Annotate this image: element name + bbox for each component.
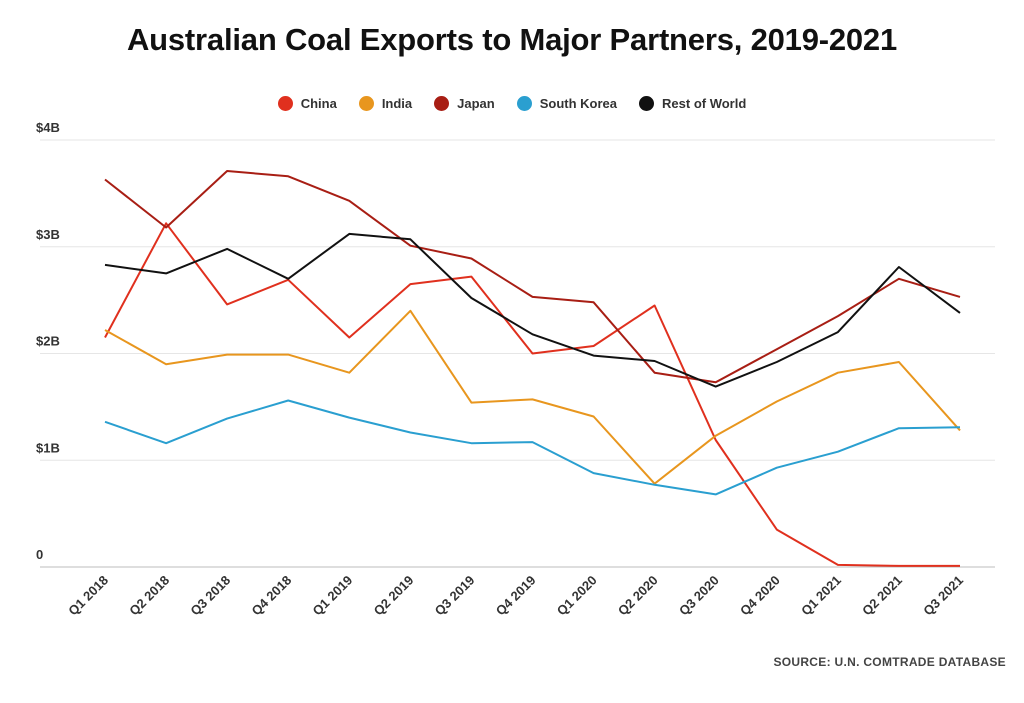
x-tick-label: Q3 2020 — [676, 573, 722, 619]
x-tick-label: Q2 2018 — [126, 573, 172, 619]
x-tick-label: Q1 2020 — [554, 573, 600, 619]
x-tick-label: Q4 2019 — [493, 573, 539, 619]
legend-label-india: India — [381, 96, 413, 111]
chart-title: Australian Coal Exports to Major Partner… — [126, 22, 898, 57]
series-line-china — [104, 222, 960, 567]
legend-label-rest-of-world: Rest of World — [662, 96, 747, 111]
legend-item-rest-of-world: Rest of World — [639, 96, 746, 111]
x-tick-label: Q1 2021 — [798, 573, 844, 619]
legend-label-japan: Japan — [457, 96, 495, 111]
x-tick-label: Q4 2020 — [737, 573, 783, 619]
y-tick-label: $1B — [36, 440, 60, 455]
x-tick-label: Q1 2018 — [65, 573, 111, 619]
x-tick-label: Q3 2019 — [432, 573, 478, 619]
x-tick-label: Q2 2021 — [859, 573, 905, 619]
x-tick-label: Q2 2020 — [615, 573, 661, 619]
legend-item-japan: Japan — [434, 96, 495, 111]
x-tick-label: Q2 2019 — [371, 573, 417, 619]
x-tick-label: Q3 2018 — [187, 573, 233, 619]
y-tick-label: $2B — [36, 334, 60, 349]
x-tick-label: Q1 2019 — [310, 573, 356, 619]
x-tick-label: Q4 2018 — [248, 573, 294, 619]
legend-swatch-rest-of-world — [639, 96, 655, 111]
series-line-rest-of-world — [104, 232, 961, 388]
x-tick-label: Q3 2021 — [920, 573, 966, 619]
legend-label-china: China — [300, 96, 337, 111]
legend-item-china: China — [277, 96, 337, 111]
y-tick-label: $4B — [36, 120, 60, 135]
legend-swatch-china — [277, 96, 293, 111]
y-tick-label: $3B — [36, 227, 60, 242]
legend-swatch-japan — [434, 96, 450, 111]
series-line-india — [104, 309, 961, 485]
legend-item-south-korea: South Korea — [516, 96, 618, 111]
series-line-south-korea — [104, 399, 961, 496]
legend-label-south-korea: South Korea — [539, 96, 618, 111]
source-note: SOURCE: U.N. COMTRADE DATABASE — [773, 655, 1006, 669]
legend-swatch-south-korea — [516, 96, 532, 111]
legend-item-india: India — [358, 96, 413, 111]
legend-swatch-india — [358, 96, 374, 111]
series-line-japan — [104, 170, 961, 384]
y-tick-label: 0 — [36, 547, 43, 562]
legend: China India Japan South Korea Rest of Wo… — [0, 96, 1024, 111]
